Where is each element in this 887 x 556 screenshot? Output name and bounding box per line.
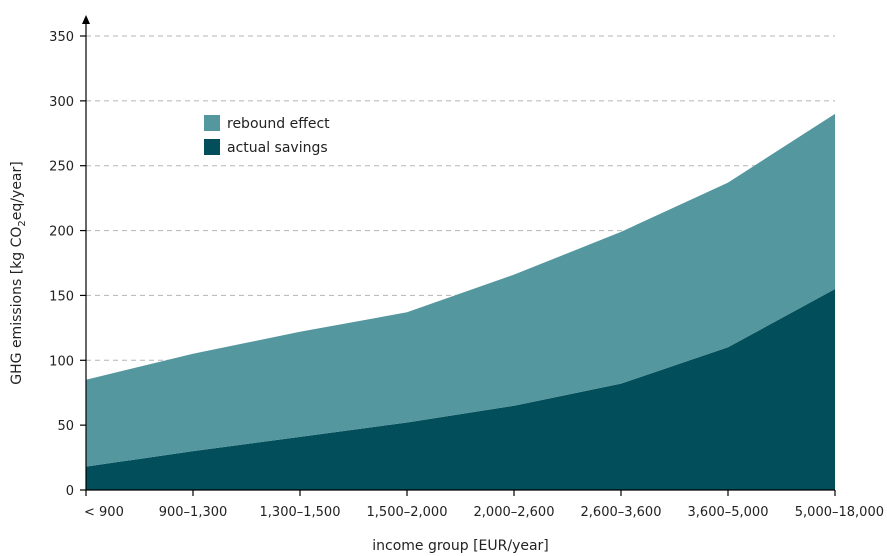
- y-tick-label-50: 50: [57, 419, 74, 434]
- x-tick-label-5: 2,600–3,600: [581, 505, 662, 520]
- x-tick-label-0: < 900: [84, 505, 124, 520]
- data-areas: [86, 113, 835, 490]
- legend-label-actual-savings: actual savings: [227, 140, 328, 156]
- area-actual-savings: [86, 288, 835, 490]
- x-tick-label-4: 2,000–2,600: [474, 505, 555, 520]
- axes: [82, 15, 835, 491]
- x-tick-label-2: 1,300–1,500: [260, 505, 341, 520]
- y-tick-label-350: 350: [49, 30, 74, 45]
- y-tick-label-300: 300: [49, 95, 74, 110]
- y-axis-title: GHG emissions [kg CO2eq/year]: [9, 161, 28, 384]
- x-axis-title: income group [EUR/year]: [372, 538, 549, 554]
- legend-swatch-actual-savings: [204, 139, 220, 155]
- y-tick-labels: 0 50 100 150 200 250 300 350: [49, 30, 86, 499]
- y-axis-title-prefix: GHG emissions [kg CO: [9, 227, 25, 385]
- y-axis-title-subscript: 2: [17, 220, 28, 226]
- x-tick-label-7: 5,000–18,000: [795, 505, 884, 520]
- y-tick-label-0: 0: [66, 484, 74, 499]
- x-tick-label-6: 3,600–5,000: [688, 505, 769, 520]
- y-tick-label-200: 200: [49, 225, 74, 240]
- legend-label-rebound-effect: rebound effect: [227, 116, 330, 132]
- x-tick-label-1: 900–1,300: [159, 505, 228, 520]
- x-tick-labels: < 900 900–1,300 1,300–1,500 1,500–2,000 2,00…: [84, 490, 884, 520]
- y-tick-label-150: 150: [49, 289, 74, 304]
- y-axis-arrow-icon: [82, 15, 90, 24]
- x-tick-label-3: 1,500–2,000: [367, 505, 448, 520]
- area-rebound-effect: [86, 113, 835, 467]
- y-tick-label-250: 250: [49, 160, 74, 175]
- legend: rebound effect actual savings: [204, 115, 330, 156]
- y-tick-label-100: 100: [49, 354, 74, 369]
- y-axis-title-suffix: eq/year]: [9, 161, 25, 220]
- legend-swatch-rebound-effect: [204, 115, 220, 131]
